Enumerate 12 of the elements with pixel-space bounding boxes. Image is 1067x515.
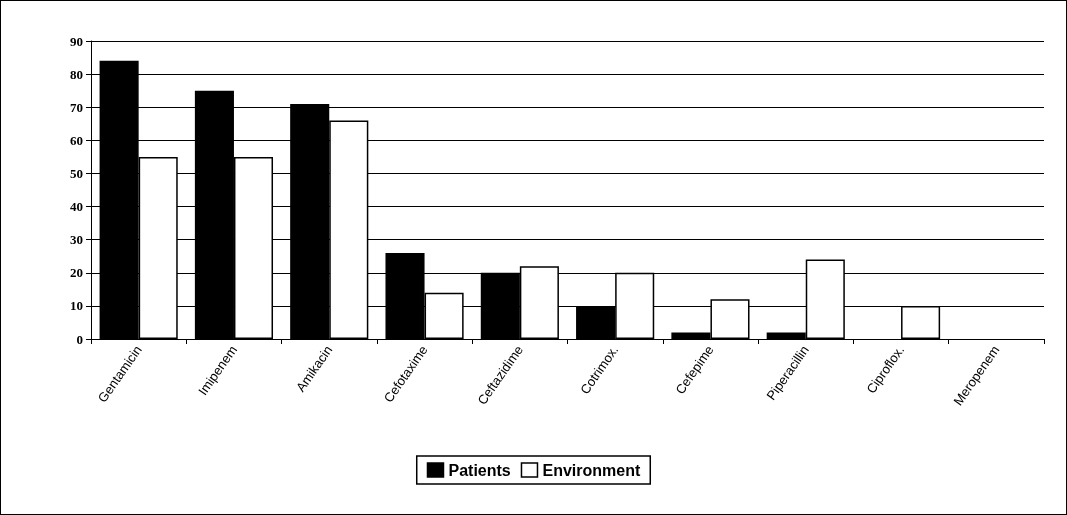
- y-tick-label: 50: [70, 165, 83, 181]
- y-tick-label: 40: [70, 199, 83, 215]
- y-tick-label: 30: [70, 232, 83, 248]
- y-tick-label: 10: [70, 298, 83, 314]
- y-tick-label: 0: [76, 331, 83, 347]
- y-tick-label: 80: [70, 66, 83, 82]
- y-tick-label: 20: [70, 265, 83, 281]
- y-tick-label: 90: [70, 33, 83, 49]
- y-tick-label: 70: [70, 99, 83, 115]
- y-tick-label: 60: [70, 132, 83, 148]
- legend-label: Environment: [542, 461, 641, 479]
- legend-label: Patients: [448, 461, 511, 479]
